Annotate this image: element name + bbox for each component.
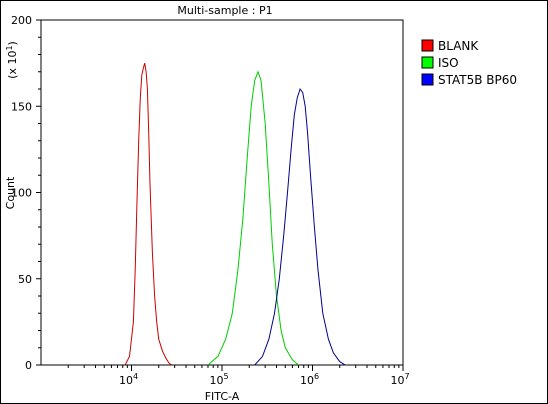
y-tick-label: 50: [18, 273, 32, 286]
legend: BLANK ISO STAT5B BP60: [421, 39, 517, 87]
x-axis: 104 105 106 107: [67, 365, 410, 387]
legend-swatch: [421, 56, 434, 69]
x-tick-label: 104: [119, 372, 138, 387]
chart-title: Multi-sample : P1: [177, 4, 272, 17]
legend-swatch: [421, 39, 434, 52]
legend-label: ISO: [438, 56, 459, 70]
x-tick-label: 105: [209, 372, 228, 387]
series-blank: [124, 62, 173, 366]
y-axis-label: Count: [4, 176, 17, 209]
y-axis: 0 50 100 150 200: [11, 14, 41, 372]
x-axis-label: FITC-A: [205, 390, 240, 403]
y-multiplier-label: (x 101): [5, 41, 19, 79]
series-group: [124, 62, 346, 366]
y-tick-label: 0: [25, 359, 32, 372]
y-tick-label: 100: [11, 187, 32, 200]
plot-area: [40, 19, 404, 366]
legend-label: BLANK: [438, 39, 479, 53]
series-iso: [207, 70, 299, 366]
x-tick-label: 107: [390, 372, 409, 387]
series-stat5b-bp60: [254, 87, 346, 366]
legend-swatch: [421, 73, 434, 86]
legend-label: STAT5B BP60: [438, 73, 517, 87]
y-tick-label: 150: [11, 100, 32, 113]
y-tick-label: 200: [11, 14, 32, 27]
x-tick-label: 106: [300, 372, 319, 387]
